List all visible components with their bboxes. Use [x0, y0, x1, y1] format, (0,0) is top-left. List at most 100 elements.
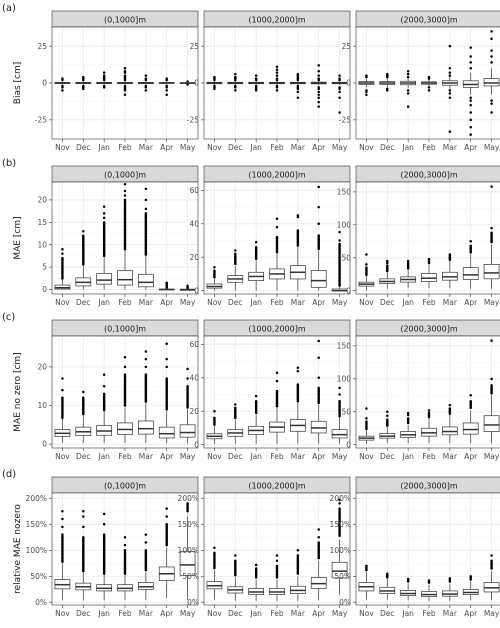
- y-axis-label: MAE [cm]: [13, 216, 23, 259]
- box-dec: [227, 554, 244, 601]
- outlier-point: [317, 205, 320, 209]
- y-tick-label: 150: [337, 187, 352, 196]
- outlier-point: [469, 133, 472, 136]
- box-feb: [117, 355, 133, 443]
- panel-border: [203, 181, 351, 295]
- panel-border: [203, 26, 351, 140]
- facet-strip-label: (0,1000]m: [104, 171, 146, 180]
- box-may: [179, 367, 196, 444]
- outlier-point: [448, 74, 452, 77]
- outlier-point: [123, 182, 127, 186]
- x-tick-label: Feb: [118, 143, 132, 152]
- outlier-point: [317, 96, 320, 99]
- panel-border: [51, 492, 199, 606]
- outlier-point: [234, 249, 237, 252]
- facet-panel: (1000,2000]m 0% 50% 100% 150% 200% Nov Dec Jan Fe…: [178, 476, 351, 618]
- box-jan: [248, 240, 265, 291]
- outlier-point: [123, 549, 127, 552]
- box-body: [310, 270, 327, 288]
- box-feb: [269, 217, 285, 291]
- x-tick-label: May: [180, 143, 196, 152]
- x-tick-label: Jan: [97, 298, 110, 307]
- y-tick-label: 40: [189, 373, 199, 382]
- y-tick-label: 0: [194, 79, 199, 88]
- outlier-point: [386, 414, 389, 417]
- outlier-point: [317, 536, 320, 539]
- box-body: [331, 561, 348, 579]
- x-tick-label: Feb: [118, 609, 132, 618]
- box-may: [331, 74, 348, 114]
- facet-panel: (2000,3000]m 0 50 100 150 Nov Dec Jan Feb Mar Apr M…: [337, 319, 500, 461]
- outlier-point: [234, 554, 237, 557]
- outlier-point: [61, 84, 64, 88]
- box-nov: [54, 247, 71, 290]
- outlier-point: [144, 89, 148, 92]
- x-tick-label: Nov: [359, 452, 374, 461]
- y-tick-label: 20: [189, 253, 199, 262]
- outlier-point: [275, 65, 279, 69]
- outlier-point: [102, 512, 106, 516]
- box-body: [462, 422, 479, 435]
- outlier-point: [317, 528, 320, 531]
- x-tick-label: Apr: [464, 143, 478, 152]
- x-tick-label: Jan: [249, 609, 262, 618]
- outlier-point: [102, 523, 106, 526]
- y-tick-label: 0: [42, 285, 47, 294]
- x-tick-label: Dec: [76, 609, 91, 618]
- x-tick-label: Apr: [312, 298, 326, 307]
- outlier-point: [61, 517, 64, 521]
- outlier-point: [338, 111, 341, 114]
- box-apr: [158, 342, 175, 444]
- outlier-point: [448, 577, 452, 580]
- box-nov: [54, 377, 71, 443]
- x-tick-label: Mar: [443, 609, 458, 618]
- outlier-point: [469, 96, 472, 99]
- box-may: [483, 339, 500, 444]
- outlier-point: [296, 229, 300, 232]
- x-tick-label: May: [484, 609, 500, 618]
- outlier-point: [234, 89, 237, 92]
- outlier-point: [275, 554, 279, 557]
- x-tick-label: Feb: [270, 143, 284, 152]
- x-tick-label: Apr: [160, 298, 174, 307]
- x-tick-label: Jan: [249, 298, 262, 307]
- y-tick-label: 200%: [330, 494, 351, 503]
- outlier-point: [338, 242, 341, 246]
- y-tick-label: 150%: [178, 520, 199, 529]
- y-tick-label: 20: [189, 407, 199, 416]
- panel-border: [203, 492, 351, 606]
- box-may: [483, 185, 500, 289]
- y-tick-label: 15: [37, 218, 47, 227]
- y-axis-label: Bias [cm]: [13, 62, 23, 104]
- outlier-point: [165, 365, 168, 369]
- outlier-point: [213, 551, 216, 555]
- box-mar: [441, 577, 458, 601]
- panel-label: (b): [2, 158, 16, 169]
- x-tick-label: May: [332, 609, 348, 618]
- box-nov: [206, 546, 223, 600]
- outlier-point: [490, 49, 493, 52]
- outlier-point: [102, 384, 106, 388]
- facet-strip-label: (1000,2000]m: [248, 16, 306, 25]
- x-tick-label: Jan: [401, 143, 414, 152]
- box-feb: [117, 67, 133, 97]
- x-tick-label: Apr: [160, 143, 174, 152]
- outlier-point: [144, 365, 148, 369]
- x-tick-label: Dec: [380, 143, 395, 152]
- outlier-point: [448, 403, 452, 407]
- box-jan: [400, 411, 417, 444]
- box-apr: [462, 394, 479, 444]
- x-tick-label: May: [180, 609, 196, 618]
- x-tick-label: Dec: [380, 609, 395, 618]
- outlier-point: [469, 125, 472, 129]
- outlier-point: [386, 418, 389, 421]
- outlier-point: [123, 373, 127, 376]
- outlier-point: [82, 75, 85, 79]
- outlier-point: [275, 564, 279, 568]
- box-may: [331, 498, 348, 595]
- outlier-point: [296, 96, 300, 99]
- facet-panel: (1000,2000]m 0 20 40 60 Nov Dec Jan Feb Mar Apr May: [189, 165, 351, 307]
- y-tick-label: 100: [337, 374, 352, 383]
- outlier-point: [82, 536, 85, 539]
- y-tick-label: -25: [35, 115, 47, 124]
